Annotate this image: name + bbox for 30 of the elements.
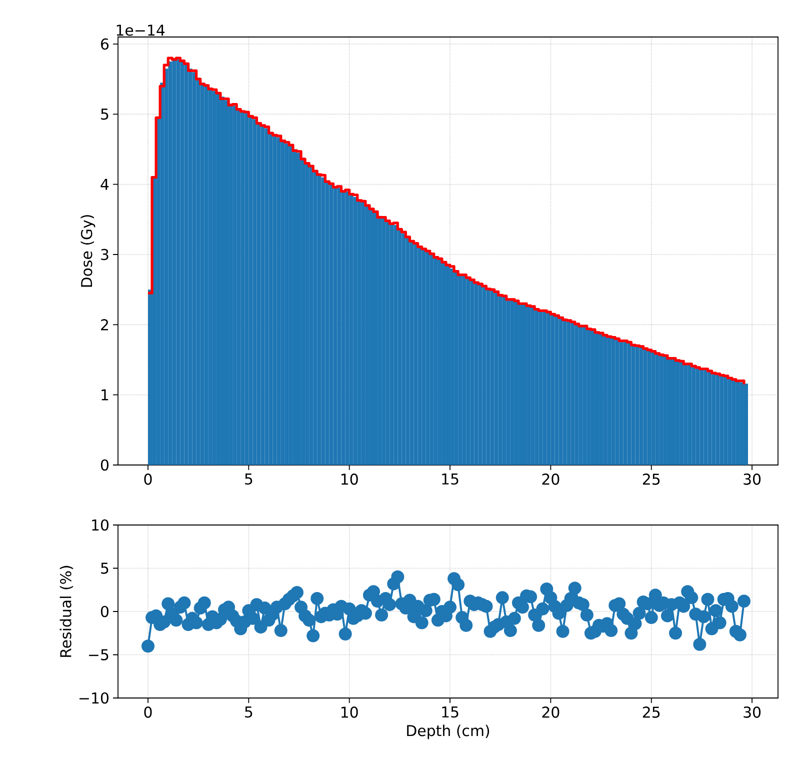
y-tick-label: 6: [101, 38, 109, 50]
text: 1e−14: [116, 24, 165, 36]
x-tick-label: 30: [744, 706, 761, 718]
y-tick-label: −10: [80, 692, 108, 704]
x-tick-label: 10: [341, 474, 358, 485]
y-tick-label: −5: [89, 649, 108, 660]
x-tick-label: 0: [144, 474, 152, 485]
x-tick-label: 20: [542, 474, 560, 485]
x-tick-label: 5: [245, 474, 252, 485]
y-tick-label: 5: [101, 562, 108, 574]
x-tick-label: 25: [642, 474, 660, 485]
y-tick-label: 5: [101, 108, 108, 120]
y-tick-label: 10: [92, 519, 108, 531]
x-tick-label: 15: [442, 706, 458, 718]
x-tick-label: 10: [341, 706, 358, 718]
y-tick-label: 2: [101, 319, 108, 330]
y-axis-title: Dose (Gy): [80, 215, 96, 287]
x-tick-label: 0: [144, 706, 152, 718]
y-tick-label: 0: [100, 606, 108, 618]
x-tick-label: 25: [642, 706, 660, 718]
y-axis-title: Residual (%): [60, 566, 74, 657]
y-tick-label: 1: [102, 389, 108, 400]
y-tick-label: 0: [100, 459, 108, 471]
x-tick-label: 30: [744, 474, 761, 485]
x-tick-label: 15: [442, 474, 458, 485]
x-axis-title: Depth (cm): [407, 724, 490, 740]
y-tick-label: 4: [100, 178, 109, 190]
y-tick-label: 3: [101, 248, 108, 260]
x-tick-label: 5: [245, 706, 252, 718]
x-tick-label: 20: [542, 706, 560, 718]
